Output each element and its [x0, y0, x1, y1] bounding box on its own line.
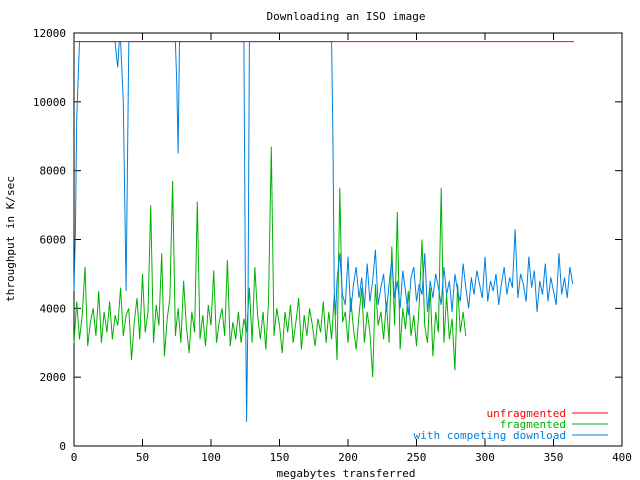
legend-label-2: with competing download: [414, 429, 566, 442]
y-tick-label: 6000: [40, 234, 67, 247]
y-tick-label: 2000: [40, 371, 67, 384]
x-tick-label: 400: [612, 451, 632, 464]
chart-title: Downloading an ISO image: [267, 10, 426, 23]
axis-ticks: 0 50 100 150 200 250 300 350 4000200040006000800…: [33, 27, 632, 464]
y-tick-label: 8000: [40, 165, 67, 178]
y-tick-label: 10000: [33, 96, 66, 109]
x-tick-label: 200: [338, 451, 358, 464]
series-line-2: [73, 41, 574, 422]
x-tick-label: 50: [136, 451, 149, 464]
x-tick-label: 150: [270, 451, 290, 464]
x-tick-label: 350: [544, 451, 564, 464]
legend-label-1: fragmented: [500, 418, 566, 431]
y-tick-label: 12000: [33, 27, 66, 40]
x-tick-label: 0: [71, 451, 78, 464]
x-tick-label: 250: [407, 451, 427, 464]
plot-area: [73, 32, 623, 447]
legend-label-0: unfragmented: [487, 407, 566, 420]
series-line-1: [73, 146, 467, 378]
x-axis-label: megabytes transferred: [276, 467, 415, 480]
y-tick-label: 0: [59, 440, 66, 453]
x-tick-label: 100: [201, 451, 221, 464]
series-layer: [73, 41, 574, 422]
y-axis-label: throughput in K/sec: [4, 176, 17, 302]
y-tick-label: 4000: [40, 302, 67, 315]
x-tick-label: 300: [475, 451, 495, 464]
